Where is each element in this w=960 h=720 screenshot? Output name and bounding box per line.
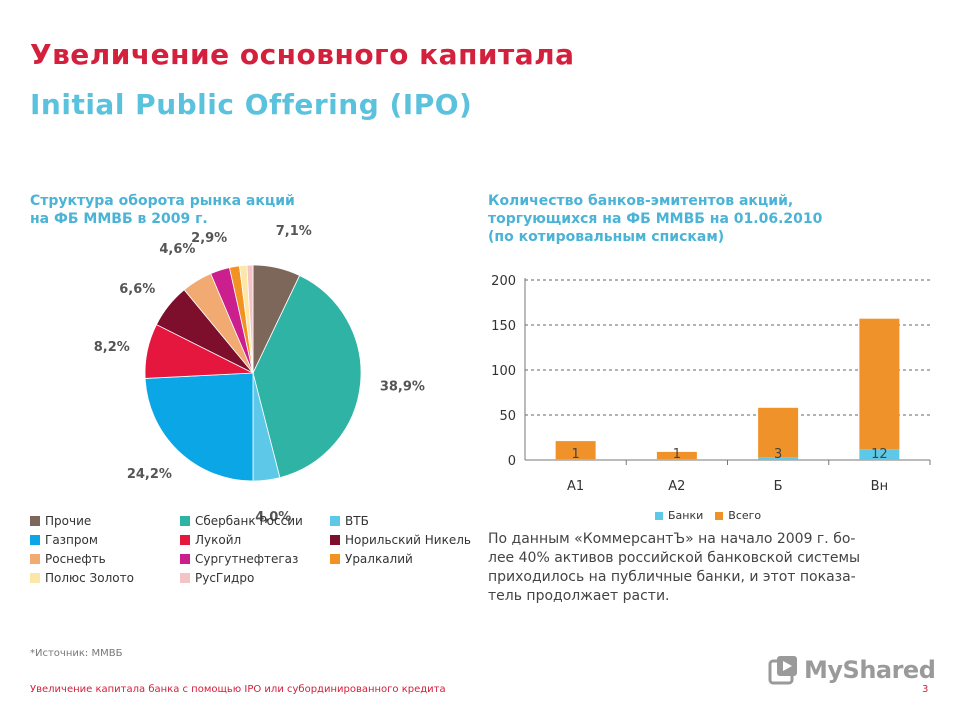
legend-label: Полюс Золото	[45, 571, 134, 585]
legend-label: Роснефть	[45, 552, 106, 566]
bar-chart-title: Количество банков-эмитентов акций, торгу…	[488, 192, 822, 246]
pie-label-5: 8,2%	[94, 340, 130, 355]
pie-legend-item: Прочие	[30, 514, 91, 528]
bar-legend-item: Всего	[715, 509, 761, 522]
y-tick-label: 50	[499, 409, 516, 424]
y-tick-label: 100	[491, 364, 516, 379]
note-line-4: тель продолжает расти.	[488, 588, 670, 604]
legend-label: Газпром	[45, 533, 98, 547]
bar-banks-3	[758, 457, 799, 460]
logo-icon	[768, 656, 797, 685]
legend-swatch	[30, 516, 40, 526]
legend-swatch	[655, 511, 663, 520]
bar-legend-item: Банки	[655, 509, 703, 522]
bar-banks-2	[656, 459, 697, 460]
legend-label: Норильский Никель	[345, 533, 471, 547]
pie-label-1: 7,1%	[276, 224, 312, 239]
legend-label: Банки	[668, 509, 704, 522]
pie-label-6: 6,6%	[119, 282, 155, 297]
pie-legend-item: Полюс Золото	[30, 571, 134, 585]
legend-label: Сбербанк России	[195, 514, 303, 528]
bar-data-label: 1	[571, 447, 579, 462]
bar-total-3	[758, 407, 799, 458]
pie-chart-title-line-2: на ФБ ММВБ в 2009 г.	[30, 211, 208, 227]
bar-chart-title-line-1: Количество банков-эмитентов акций,	[488, 193, 794, 209]
pie-legend-item: Лукойл	[180, 533, 241, 547]
pie-legend-item: РусГидро	[180, 571, 254, 585]
pie-legend-item: Норильский Никель	[330, 533, 471, 547]
source-note: *Источник: ММВБ	[30, 648, 123, 659]
legend-label: Лукойл	[195, 533, 242, 547]
legend-swatch	[30, 554, 40, 564]
legend-swatch	[180, 516, 190, 526]
page-title: Увеличение основного капитала	[30, 38, 575, 71]
bar-data-label: 1	[673, 447, 681, 462]
bar-chart-title-line-3: (по котировальным спискам)	[488, 229, 725, 245]
legend-swatch	[330, 554, 340, 564]
pie-slice-4	[144, 372, 254, 482]
bar-chart-title-line-2: торгующихся на ФБ ММВБ на 01.06.2010	[488, 211, 823, 227]
bar-legend: Банки Всего	[655, 509, 761, 522]
legend-swatch	[715, 511, 724, 520]
pie-slice-11	[246, 264, 254, 374]
legend-swatch	[180, 573, 190, 583]
bar-data-label: 3	[774, 447, 782, 462]
pie-chart: 7,1% 38,9% 4,0% 24,2% 8,2% 6,6% 4,6%2,9%	[94, 224, 425, 525]
bar-banks-1	[555, 459, 596, 460]
pie-label-8: 2,9%	[191, 231, 227, 246]
legend-swatch	[30, 535, 40, 545]
legend-label: Всего	[728, 509, 762, 522]
note-text: По данным «КоммерсантЪ» на начало 2009 г…	[488, 530, 928, 606]
legend-swatch	[180, 535, 190, 545]
logo-text: MyShared	[804, 656, 936, 684]
pie-chart-title: Структура оборота рынка акций на ФБ ММВБ…	[30, 192, 295, 228]
legend-swatch	[330, 535, 340, 545]
y-tick-label: 150	[491, 319, 516, 334]
legend-swatch	[180, 554, 190, 564]
legend-label: Сургутнефтегаз	[195, 552, 299, 566]
y-tick-label: 200	[491, 274, 516, 289]
legend-swatch	[330, 516, 340, 526]
legend-label: РусГидро	[195, 571, 255, 585]
x-category-label: Б	[774, 479, 783, 494]
x-category-label: А1	[567, 479, 584, 494]
bar-data-label: 12	[871, 447, 888, 462]
pie-legend-item: ВТБ	[330, 514, 369, 528]
pie-legend-item: Газпром	[30, 533, 98, 547]
pie-legend-item: Сбербанк России	[180, 514, 303, 528]
pie-legend-item: Роснефть	[30, 552, 106, 566]
bar-chart: 0 50 100 150 200 1 А1 1 А2 3 Б 12 Вн	[491, 274, 931, 494]
pie-label-2: 38,9%	[380, 380, 425, 395]
pie-legend-item: Сургутнефтегаз	[180, 552, 298, 566]
legend-swatch	[30, 573, 40, 583]
pie-label-3: 4,0%	[255, 510, 291, 525]
legend-label: ВТБ	[345, 514, 369, 528]
note-line-3: приходилось на публичные банки, и этот п…	[488, 569, 856, 585]
page-subtitle: Initial Public Offering (IPO)	[30, 88, 473, 121]
bar-total-4	[859, 318, 900, 450]
legend-label: Прочие	[45, 514, 92, 528]
page-number: 3	[922, 684, 929, 695]
footer-text: Увеличение капитала банка с помощью IPO …	[30, 684, 446, 695]
pie-legend-item: Уралкалий	[330, 552, 413, 566]
logo: MyShared	[768, 655, 936, 685]
bar-total-2	[656, 451, 697, 460]
pie-label-7: 4,6%	[159, 242, 195, 257]
note-line-2: лее 40% активов российской банковской си…	[488, 550, 861, 566]
pie-chart-title-line-1: Структура оборота рынка акций	[30, 193, 295, 209]
pie-slice-2	[252, 275, 362, 479]
note-line-1: По данным «КоммерсантЪ» на начало 2009 г…	[488, 531, 856, 547]
pie-label-4: 24,2%	[127, 467, 172, 482]
bar-banks-4	[859, 449, 900, 460]
legend-label: Уралкалий	[345, 552, 413, 566]
x-category-label: А2	[668, 479, 685, 494]
y-tick-label: 0	[508, 454, 516, 469]
bar-total-1	[555, 441, 596, 460]
x-category-label: Вн	[871, 479, 888, 494]
